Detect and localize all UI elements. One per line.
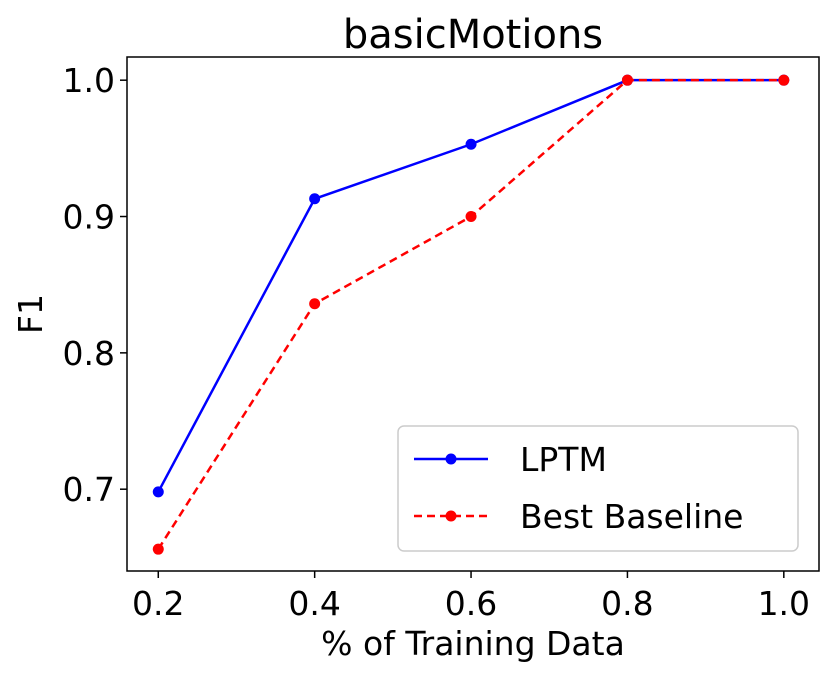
y-axis: 0.7 0.8 0.9 1.0 <box>63 61 127 509</box>
x-tick-label: 0.8 <box>601 584 653 623</box>
chart-title: basicMotions <box>343 12 603 58</box>
data-point-best-baseline <box>465 211 477 223</box>
x-axis-label: % of Training Data <box>321 624 625 663</box>
legend-box <box>397 425 799 552</box>
legend-marker-best-baseline <box>445 510 457 522</box>
legend-label-best-baseline: Best Baseline <box>520 497 743 536</box>
legend: LPTM Best Baseline <box>397 425 799 552</box>
x-axis: 0.2 0.4 0.6 0.8 1.0 <box>132 571 810 623</box>
data-point-lptm <box>465 138 477 150</box>
data-point-best-baseline <box>152 543 164 555</box>
x-tick-label: 0.2 <box>132 584 184 623</box>
y-tick-label: 0.8 <box>63 334 115 373</box>
y-tick-label: 1.0 <box>63 61 115 100</box>
data-point-best-baseline <box>778 74 790 86</box>
data-point-best-baseline <box>309 298 321 310</box>
plot-area <box>126 56 820 572</box>
legend-marker-lptm <box>445 453 457 465</box>
series-layer <box>152 74 790 555</box>
y-axis-label: F1 <box>11 294 50 334</box>
data-point-lptm <box>309 193 321 205</box>
y-tick-label: 0.7 <box>63 470 115 509</box>
legend-label-lptm: LPTM <box>520 440 607 479</box>
x-tick-label: 1.0 <box>758 584 810 623</box>
x-tick-label: 0.4 <box>288 584 340 623</box>
data-point-best-baseline <box>621 74 633 86</box>
data-point-lptm <box>152 486 164 498</box>
y-tick-label: 0.9 <box>63 198 115 237</box>
x-tick-label: 0.6 <box>445 584 497 623</box>
